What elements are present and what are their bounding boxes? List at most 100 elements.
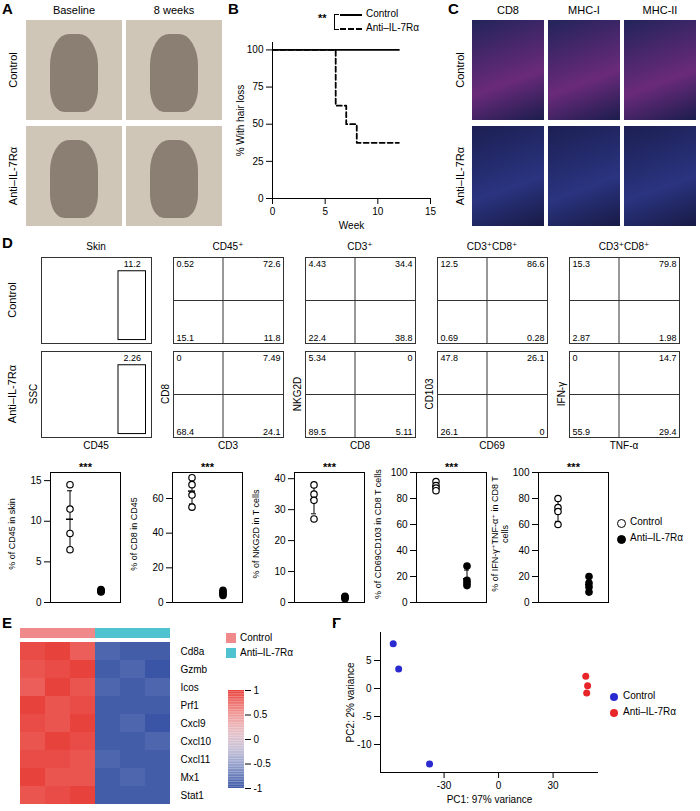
svg-text:30: 30 (274, 504, 286, 515)
svg-text:2.26: 2.26 (123, 353, 141, 363)
svg-text:68.4: 68.4 (177, 427, 195, 437)
svg-text:26.1: 26.1 (527, 353, 545, 363)
svg-text:Cd8a: Cd8a (181, 646, 205, 657)
svg-text:1.98: 1.98 (659, 333, 677, 343)
svg-text:0: 0 (258, 193, 264, 204)
svg-text:40: 40 (518, 545, 530, 556)
svg-text:0: 0 (573, 353, 578, 363)
svg-text:5.11: 5.11 (396, 427, 413, 437)
svg-text:11.2: 11.2 (124, 259, 141, 269)
svg-text:14.7: 14.7 (659, 353, 677, 363)
svg-text:Cxcl11: Cxcl11 (181, 754, 211, 765)
svg-text:89.5: 89.5 (309, 427, 327, 437)
svg-text:-1: -1 (254, 783, 263, 794)
svg-text:0: 0 (280, 597, 286, 608)
svg-text:5.34: 5.34 (309, 353, 327, 363)
svg-text:0: 0 (270, 206, 276, 217)
html-text:% of IFN-γ⁺TNF-α⁺ in CD8 T cel: % of IFN-γ⁺TNF-α⁺ in CD8 T cells (490, 476, 510, 592)
svg-text:40: 40 (152, 527, 164, 538)
svg-text:-10: -10 (357, 739, 372, 750)
svg-text:***: *** (445, 461, 459, 473)
svg-text:50: 50 (252, 118, 264, 129)
svg-text:55.9: 55.9 (573, 427, 591, 437)
svg-text:PC2: 2% variance: PC2: 2% variance (345, 662, 356, 742)
svg-text:29.4: 29.4 (659, 427, 677, 437)
svg-text:60: 60 (152, 493, 164, 504)
svg-text:Stat1: Stat1 (181, 790, 205, 801)
svg-text:100: 100 (513, 467, 530, 478)
svg-text:60: 60 (518, 519, 530, 530)
svg-text:40: 40 (396, 545, 408, 556)
svg-text:Gzmb: Gzmb (181, 664, 208, 675)
svg-text:-0.5: -0.5 (254, 758, 272, 769)
svg-text:10: 10 (30, 515, 42, 526)
svg-text:38.8: 38.8 (395, 333, 413, 343)
svg-text:0: 0 (177, 353, 182, 363)
svg-text:72.6: 72.6 (263, 259, 281, 269)
svg-text:100: 100 (391, 467, 408, 478)
svg-text:0: 0 (407, 353, 412, 363)
svg-text:***: *** (201, 461, 215, 473)
svg-text:75: 75 (252, 81, 264, 92)
svg-text:Cxcl9: Cxcl9 (181, 718, 206, 729)
svg-text:86.6: 86.6 (527, 259, 545, 269)
svg-text:20: 20 (152, 562, 164, 573)
svg-text:-5: -5 (363, 711, 372, 722)
svg-text:47.8: 47.8 (441, 353, 459, 363)
svg-text:0.52: 0.52 (177, 259, 195, 269)
svg-text:***: *** (79, 461, 93, 473)
svg-text:0.28: 0.28 (527, 333, 545, 343)
svg-text:0: 0 (254, 734, 260, 745)
svg-text:15: 15 (30, 475, 42, 486)
svg-text:5: 5 (366, 655, 372, 666)
svg-text:2.87: 2.87 (573, 333, 591, 343)
svg-text:79.8: 79.8 (659, 259, 677, 269)
svg-text:Mx1: Mx1 (181, 772, 200, 783)
svg-text:5: 5 (322, 206, 328, 217)
svg-text:0: 0 (366, 683, 372, 694)
svg-text:60: 60 (396, 519, 408, 530)
svg-text:0.5: 0.5 (254, 709, 268, 720)
svg-text:20: 20 (274, 535, 286, 546)
svg-text:15: 15 (425, 206, 437, 217)
svg-text:-30: -30 (437, 780, 452, 791)
svg-text:15.3: 15.3 (573, 259, 591, 269)
svg-text:***: *** (323, 461, 337, 473)
svg-text:40: 40 (274, 473, 286, 484)
svg-text:***: *** (567, 461, 581, 473)
svg-text:0: 0 (524, 597, 530, 608)
svg-text:% With hair loss: % With hair loss (235, 85, 246, 157)
svg-text:0.69: 0.69 (441, 333, 459, 343)
svg-text:0: 0 (36, 597, 42, 608)
svg-text:80: 80 (396, 493, 408, 504)
svg-text:26.1: 26.1 (441, 427, 459, 437)
svg-text:PC1: 97% variance: PC1: 97% variance (447, 794, 533, 805)
svg-text:0: 0 (158, 597, 164, 608)
svg-text:34.4: 34.4 (395, 259, 413, 269)
svg-text:Icos: Icos (181, 682, 199, 693)
svg-text:Prf1: Prf1 (181, 700, 200, 711)
svg-text:Cxcl10: Cxcl10 (181, 736, 212, 747)
svg-text:25: 25 (252, 156, 264, 167)
svg-text:20: 20 (396, 571, 408, 582)
svg-text:Week: Week (339, 220, 365, 231)
svg-text:24.1: 24.1 (263, 427, 281, 437)
svg-text:1: 1 (254, 685, 260, 696)
svg-text:0: 0 (539, 427, 544, 437)
svg-text:5: 5 (36, 556, 42, 567)
html-text:Baseline: Baseline (52, 4, 96, 16)
svg-text:100: 100 (247, 44, 264, 55)
svg-text:0: 0 (496, 780, 502, 791)
svg-text:0: 0 (402, 597, 408, 608)
svg-text:30: 30 (548, 780, 560, 791)
svg-text:15.1: 15.1 (177, 333, 195, 343)
svg-text:80: 80 (518, 493, 530, 504)
svg-text:20: 20 (518, 571, 530, 582)
svg-text:10: 10 (372, 206, 384, 217)
svg-text:4.43: 4.43 (309, 259, 327, 269)
svg-text:10: 10 (274, 566, 286, 577)
svg-text:22.4: 22.4 (309, 333, 327, 343)
svg-text:11.8: 11.8 (264, 333, 281, 343)
svg-text:7.49: 7.49 (263, 353, 281, 363)
svg-text:12.5: 12.5 (441, 259, 459, 269)
